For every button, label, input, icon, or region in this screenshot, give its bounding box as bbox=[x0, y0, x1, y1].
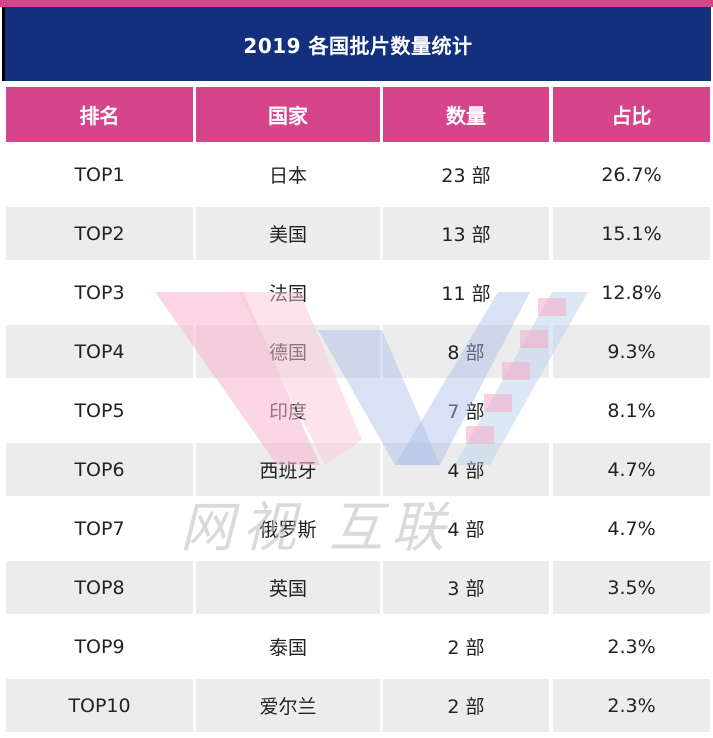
cell-rank: TOP3 bbox=[74, 281, 125, 304]
page-title: 2019 各国批片数量统计 bbox=[243, 33, 473, 58]
table-row: TOP4 德国 8 部 9.3% bbox=[6, 325, 710, 378]
header-share: 占比 bbox=[553, 87, 710, 142]
cell-rank: TOP8 bbox=[6, 561, 193, 614]
cell-count: 8 部 bbox=[383, 325, 549, 378]
cell-rank: TOP9 bbox=[74, 635, 125, 658]
cell-count: 23 部 bbox=[441, 165, 491, 187]
cell-country: 美国 bbox=[196, 207, 380, 260]
cell-share: 12.8% bbox=[601, 281, 662, 304]
cell-country: 印度 bbox=[268, 401, 307, 423]
cell-count: 13 部 bbox=[383, 207, 549, 260]
table-row: TOP2 美国 13 部 15.1% bbox=[6, 207, 710, 260]
table-row: TOP5 印度 7 部 8.1% bbox=[6, 384, 710, 437]
cell-count: 7 部 bbox=[447, 401, 485, 423]
table-row: TOP9 泰国 2 部 2.3% bbox=[6, 620, 710, 673]
cell-share: 26.7% bbox=[601, 163, 662, 186]
cell-rank: TOP6 bbox=[6, 443, 193, 496]
cell-rank: TOP5 bbox=[74, 399, 125, 422]
table-header: 排名 国家 数量 占比 bbox=[6, 87, 710, 142]
title-bar: 2019 各国批片数量统计 bbox=[2, 7, 711, 81]
cell-country: 德国 bbox=[196, 325, 380, 378]
cell-count: 4 部 bbox=[383, 443, 549, 496]
cell-count: 2 部 bbox=[447, 637, 485, 659]
cell-share: 2.3% bbox=[607, 635, 656, 658]
cell-share: 4.7% bbox=[607, 517, 656, 540]
table-row: TOP8 英国 3 部 3.5% bbox=[6, 561, 710, 614]
cell-share: 2.3% bbox=[553, 679, 710, 732]
cell-count: 4 部 bbox=[447, 519, 485, 541]
cell-count: 2 部 bbox=[383, 679, 549, 732]
header-rank: 排名 bbox=[6, 87, 193, 142]
cell-country: 爱尔兰 bbox=[196, 679, 380, 732]
cell-rank: TOP1 bbox=[74, 163, 125, 186]
cell-country: 西班牙 bbox=[196, 443, 380, 496]
header-count: 数量 bbox=[383, 87, 549, 142]
cell-rank: TOP10 bbox=[6, 679, 193, 732]
table-row: TOP1 日本 23 部 26.7% bbox=[6, 148, 710, 201]
cell-rank: TOP2 bbox=[6, 207, 193, 260]
cell-country: 法国 bbox=[268, 283, 307, 305]
table-row: TOP6 西班牙 4 部 4.7% bbox=[6, 443, 710, 496]
table-row: TOP10 爱尔兰 2 部 2.3% bbox=[6, 679, 710, 732]
cell-country: 日本 bbox=[268, 165, 307, 187]
top-accent-line bbox=[0, 0, 713, 7]
cell-share: 3.5% bbox=[553, 561, 710, 614]
cell-count: 11 部 bbox=[441, 283, 491, 305]
cell-rank: TOP7 bbox=[74, 517, 125, 540]
cell-rank: TOP4 bbox=[6, 325, 193, 378]
cell-share: 15.1% bbox=[553, 207, 710, 260]
cell-share: 9.3% bbox=[553, 325, 710, 378]
cell-country: 英国 bbox=[196, 561, 380, 614]
table-row: TOP3 法国 11 部 12.8% bbox=[6, 266, 710, 319]
cell-country: 俄罗斯 bbox=[259, 519, 317, 541]
header-country: 国家 bbox=[196, 87, 380, 142]
cell-share: 4.7% bbox=[553, 443, 710, 496]
cell-share: 8.1% bbox=[607, 399, 656, 422]
table-row: TOP7 俄罗斯 4 部 4.7% bbox=[6, 502, 710, 555]
cell-country: 泰国 bbox=[268, 637, 307, 659]
cell-count: 3 部 bbox=[383, 561, 549, 614]
